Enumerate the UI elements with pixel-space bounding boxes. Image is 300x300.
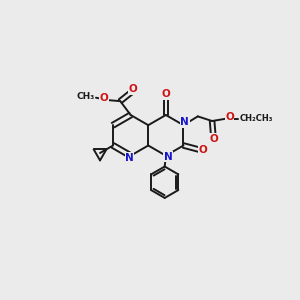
Text: O: O (225, 112, 234, 122)
Text: N: N (180, 117, 189, 128)
Text: O: O (162, 89, 171, 99)
Text: CH₂CH₃: CH₂CH₃ (240, 114, 273, 123)
Text: O: O (99, 93, 108, 103)
Text: O: O (209, 134, 218, 144)
Text: N: N (164, 152, 172, 162)
Text: N: N (125, 153, 134, 163)
Text: CH₃: CH₃ (76, 92, 95, 101)
Text: O: O (129, 84, 137, 94)
Text: O: O (199, 145, 208, 155)
